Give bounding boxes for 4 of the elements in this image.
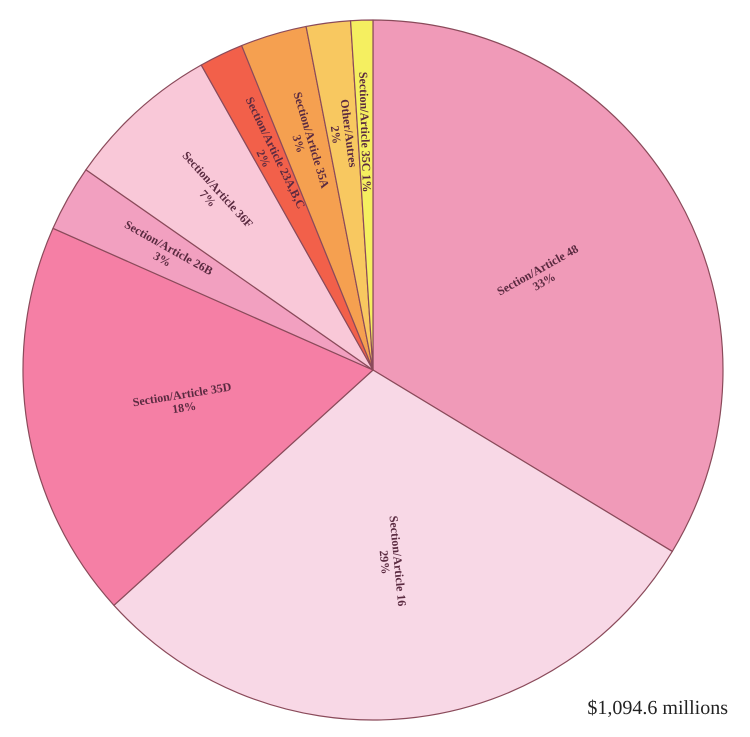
slice-label: Section/Article 35C 1% (356, 72, 374, 193)
data-label: 29% (376, 550, 393, 575)
data-label: 2% (328, 125, 344, 145)
text: $1,094.6 millions (587, 697, 728, 719)
